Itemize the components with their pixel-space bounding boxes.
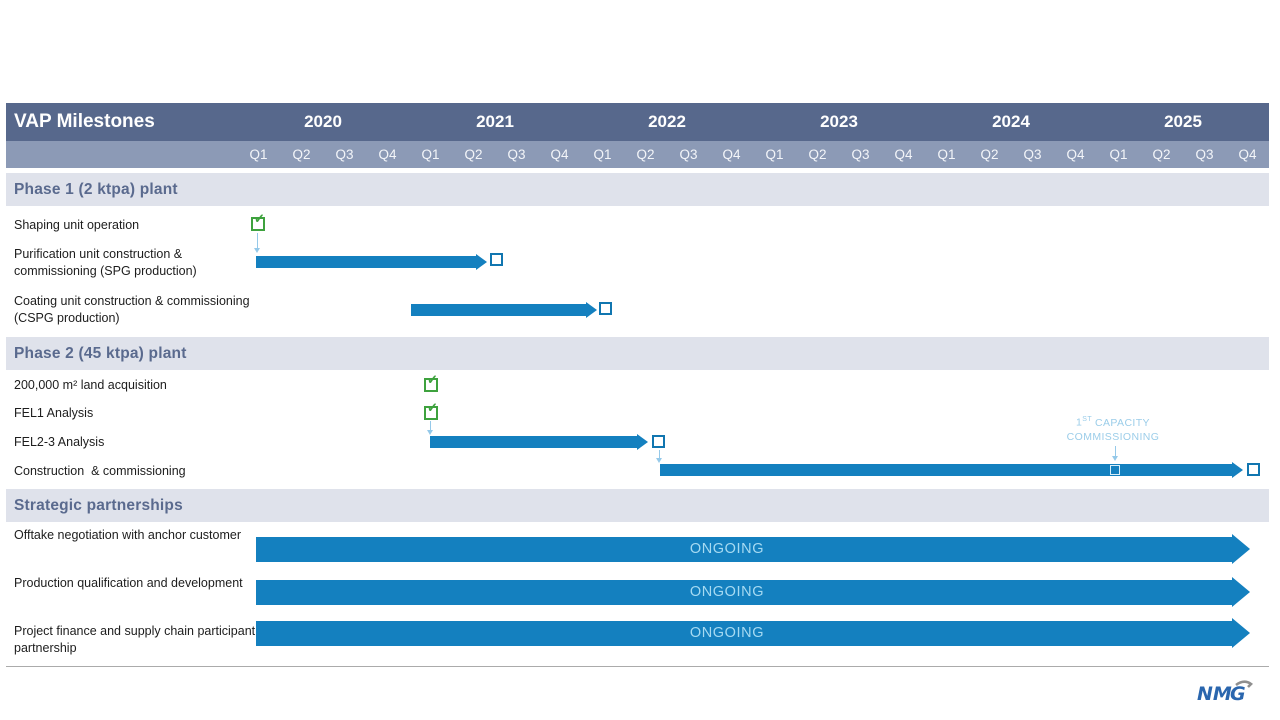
annotation-line1: 1ST CAPACITY bbox=[1076, 416, 1150, 429]
task-label-coating: Coating unit construction & commissionin… bbox=[14, 294, 254, 325]
task-label-purification: Purification unit construction & commiss… bbox=[14, 247, 197, 278]
svg-text:NM: NM bbox=[1197, 683, 1232, 705]
quarter-band: Q1 Q2 Q3 Q4 Q1 Q2 Q3 Q4 Q1 Q2 Q3 Q4 Q1 Q… bbox=[6, 141, 1269, 168]
year-label: 2025 bbox=[1164, 112, 1202, 131]
capacity-annotation: 1ST CAPACITY COMMISSIONING bbox=[1043, 413, 1183, 444]
nmg-logo: NM G bbox=[1197, 680, 1254, 705]
quarter-label: Q1 bbox=[765, 147, 784, 162]
ongoing-label: ONGOING bbox=[689, 584, 765, 600]
year-label: 2024 bbox=[992, 112, 1030, 131]
gantt-bar-construction bbox=[660, 462, 1243, 478]
quarter-label: Q4 bbox=[1066, 147, 1085, 162]
section-title: Strategic partnerships bbox=[14, 497, 183, 514]
section-header-phase1: Phase 1 (2 ktpa) plant bbox=[6, 173, 1269, 206]
task-label-finance: Project finance and supply chain partici… bbox=[14, 624, 256, 655]
task-label-fel23: FEL2-3 Analysis bbox=[14, 435, 105, 449]
completed-checkbox-icon: ✓ bbox=[424, 401, 438, 420]
gantt-bar-coating bbox=[411, 302, 597, 318]
annotation-line2: COMMISSIONING bbox=[1066, 430, 1160, 443]
year-label: 2021 bbox=[476, 112, 514, 131]
quarter-label: Q4 bbox=[894, 147, 913, 162]
gantt-bar-qualification: ONGOING bbox=[256, 577, 1250, 607]
ongoing-label: ONGOING bbox=[689, 625, 765, 641]
ongoing-label: ONGOING bbox=[689, 541, 765, 557]
quarter-label: Q3 bbox=[679, 147, 698, 162]
quarter-label: Q4 bbox=[1238, 147, 1257, 162]
year-label: 2020 bbox=[304, 112, 342, 131]
task-label-construction: Construction & commissioning bbox=[14, 464, 186, 478]
quarter-label: Q1 bbox=[249, 147, 268, 162]
milestone-square bbox=[490, 253, 503, 266]
milestone-square bbox=[1247, 463, 1260, 476]
task-label-land: 200,000 m² land acquisition bbox=[14, 378, 167, 392]
footer-divider bbox=[6, 666, 1269, 667]
gantt-bar-fel23 bbox=[430, 434, 648, 450]
section-title: Phase 2 (45 ktpa) plant bbox=[14, 345, 187, 362]
task-label-shaping: Shaping unit operation bbox=[14, 218, 140, 232]
quarter-label: Q4 bbox=[378, 147, 397, 162]
milestone-square bbox=[599, 302, 612, 315]
gantt-bar-offtake: ONGOING bbox=[256, 534, 1250, 564]
quarter-label: Q3 bbox=[1023, 147, 1042, 162]
year-label: 2023 bbox=[820, 112, 858, 131]
task-label-offtake: Offtake negotiation with anchor customer bbox=[14, 528, 241, 542]
svg-text:G: G bbox=[1230, 683, 1246, 705]
quarter-label: Q3 bbox=[507, 147, 526, 162]
year-label: 2022 bbox=[648, 112, 686, 131]
quarter-label: Q1 bbox=[937, 147, 956, 162]
quarter-label: Q4 bbox=[550, 147, 569, 162]
quarter-label: Q4 bbox=[722, 147, 741, 162]
milestone-square bbox=[652, 435, 665, 448]
link-arrow-down-icon bbox=[655, 450, 664, 463]
quarter-label: Q2 bbox=[808, 147, 827, 162]
link-arrow-down-icon bbox=[253, 233, 262, 253]
task-label-qualification: Production qualification and development bbox=[14, 576, 243, 590]
quarter-label: Q3 bbox=[851, 147, 870, 162]
section-header-partnerships: Strategic partnerships bbox=[6, 489, 1269, 522]
quarter-label: Q3 bbox=[335, 147, 354, 162]
gantt-bar-purification bbox=[256, 254, 487, 270]
header-band: VAP Milestones 2020 2021 2022 2023 2024 … bbox=[6, 103, 1269, 141]
page-title: VAP Milestones bbox=[14, 111, 155, 132]
quarter-label: Q2 bbox=[636, 147, 655, 162]
quarter-label: Q2 bbox=[292, 147, 311, 162]
completed-checkbox-icon: ✓ bbox=[424, 373, 438, 392]
quarter-label: Q2 bbox=[980, 147, 999, 162]
annotation-arrow-down-icon bbox=[1111, 446, 1120, 461]
gantt-bar-finance: ONGOING bbox=[256, 618, 1250, 648]
quarter-label: Q2 bbox=[464, 147, 483, 162]
quarter-label: Q2 bbox=[1152, 147, 1171, 162]
completed-checkbox-icon: ✓ bbox=[251, 212, 265, 231]
quarter-label: Q3 bbox=[1195, 147, 1214, 162]
link-arrow-down-icon bbox=[426, 421, 435, 435]
quarter-label: Q1 bbox=[421, 147, 440, 162]
quarter-label: Q1 bbox=[1109, 147, 1128, 162]
quarter-label: Q1 bbox=[593, 147, 612, 162]
interim-milestone-square bbox=[1110, 465, 1120, 475]
section-header-phase2: Phase 2 (45 ktpa) plant bbox=[6, 337, 1269, 370]
task-label-fel1: FEL1 Analysis bbox=[14, 406, 94, 420]
section-title: Phase 1 (2 ktpa) plant bbox=[14, 181, 178, 198]
